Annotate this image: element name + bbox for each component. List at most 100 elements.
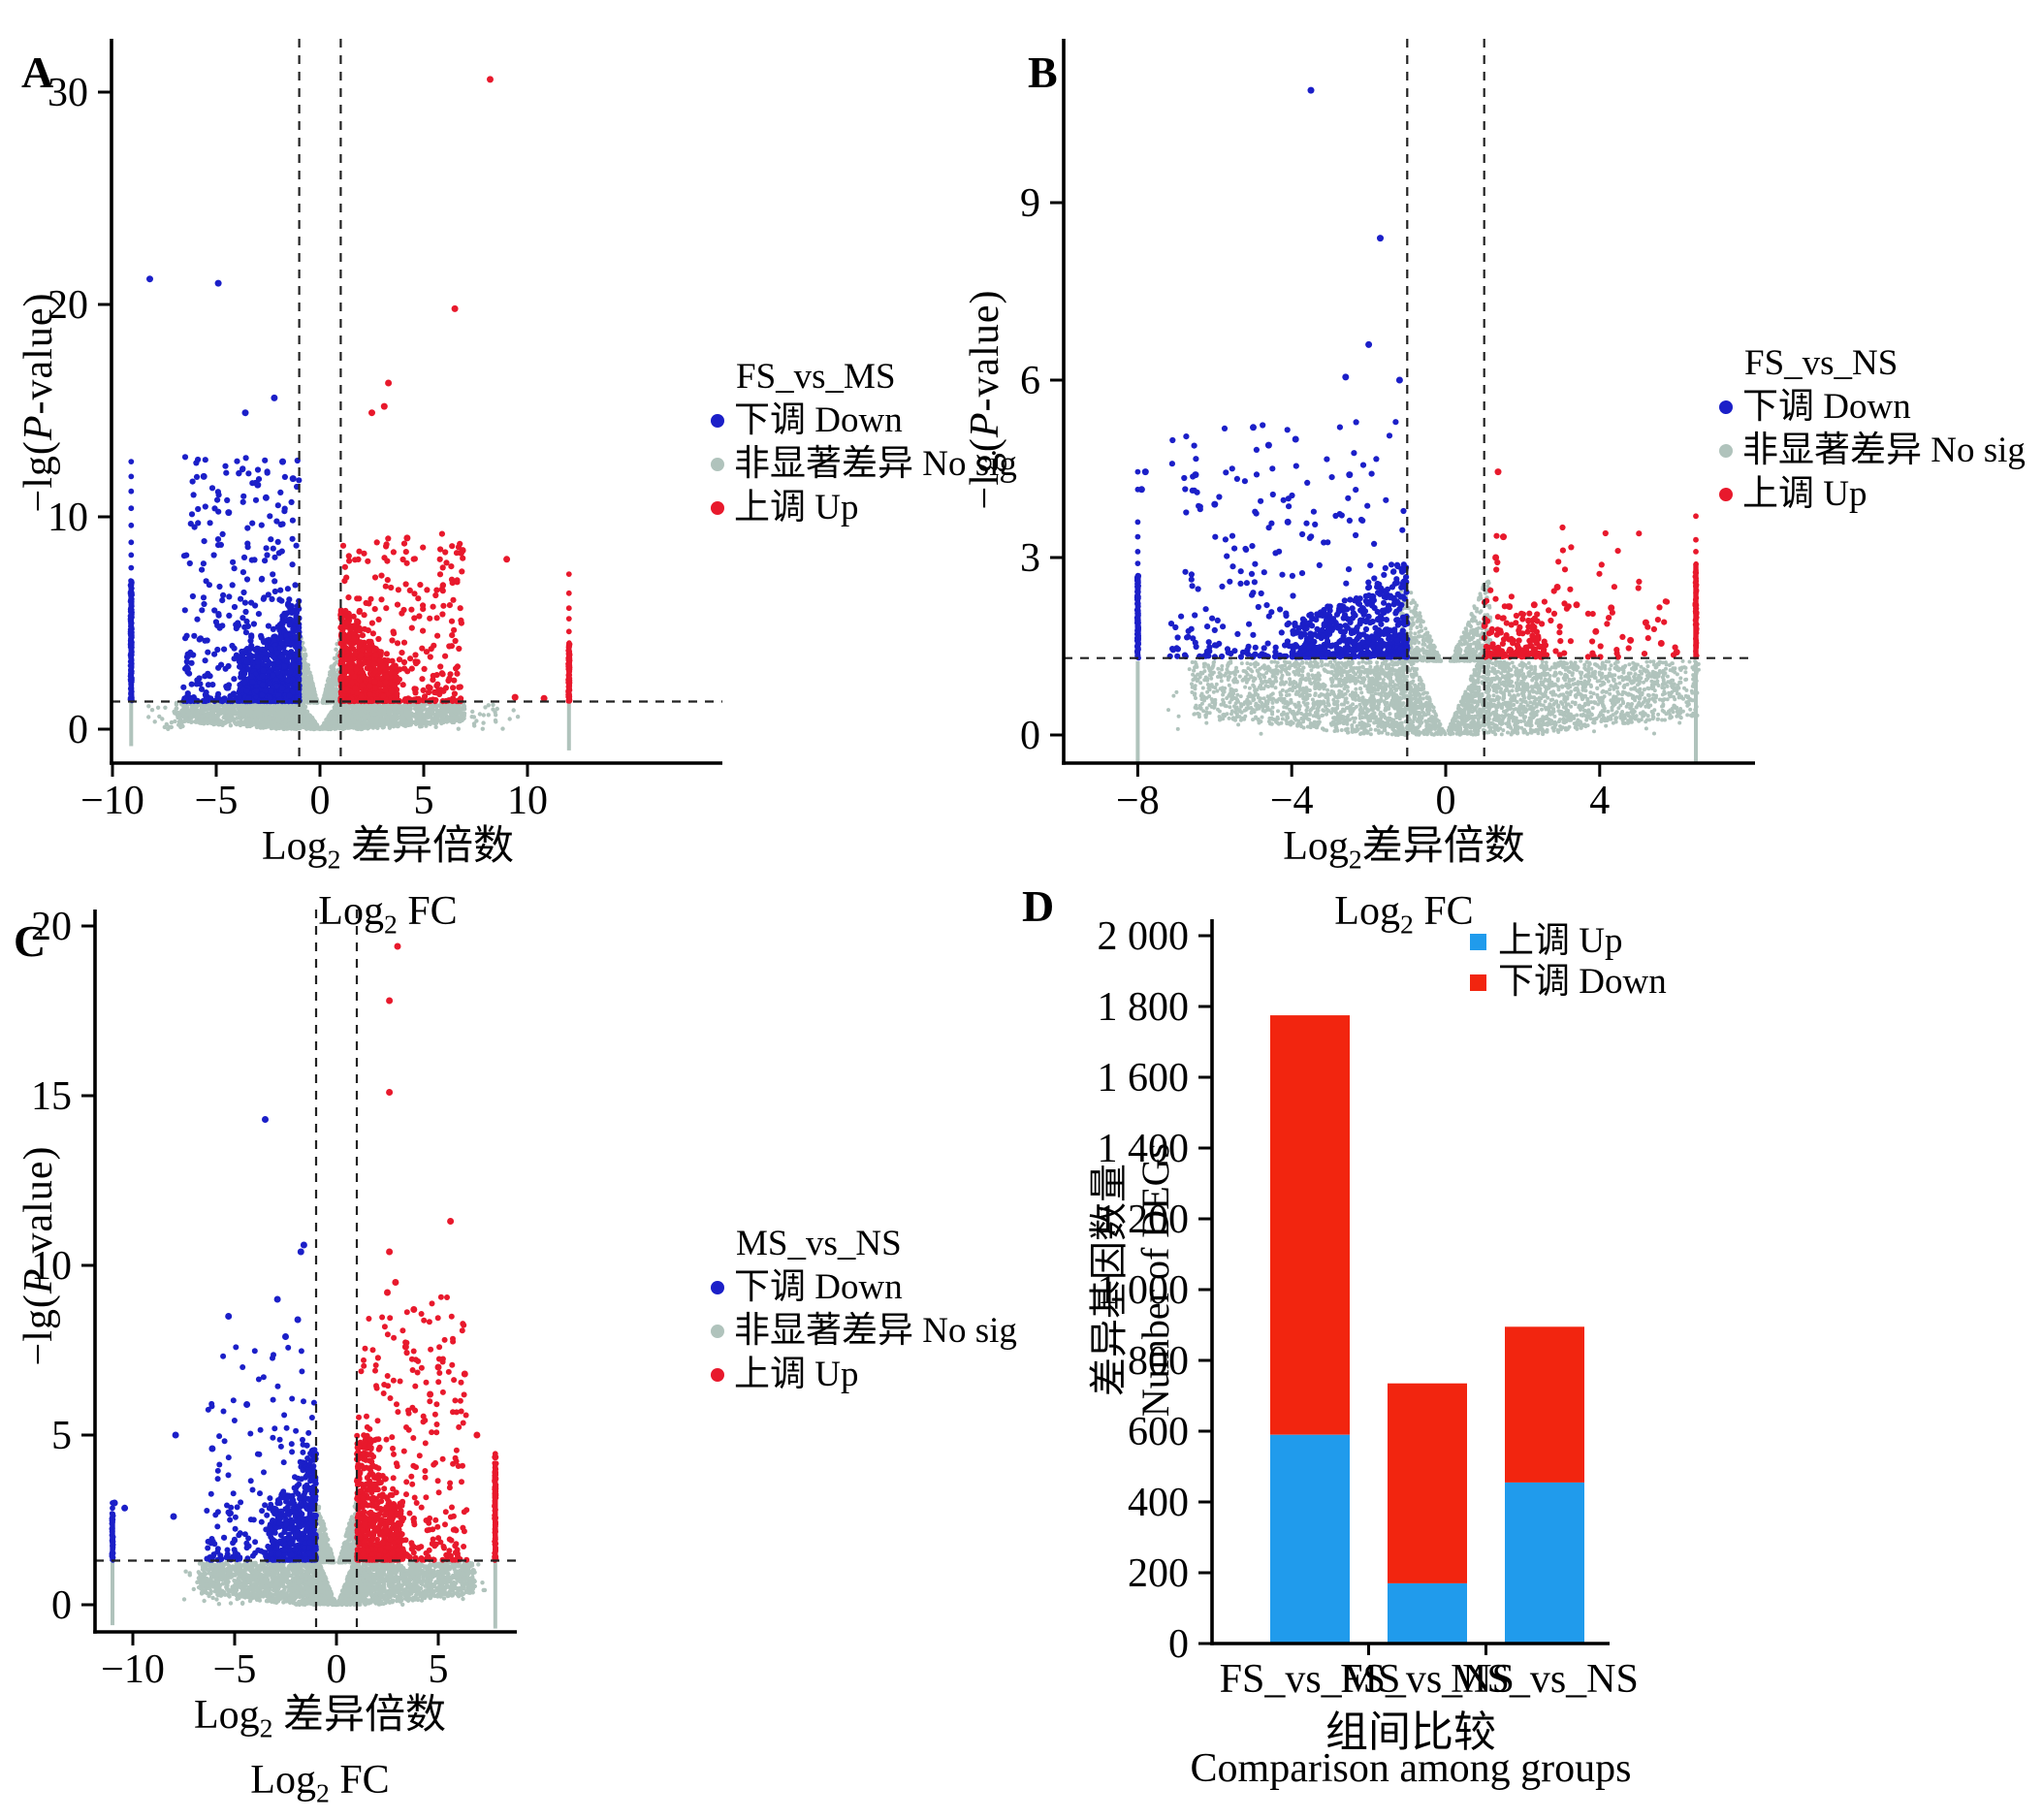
down-dot-icon xyxy=(711,413,724,428)
panel-d-letter: D xyxy=(1022,881,1055,931)
ylabel-italic-p: P xyxy=(16,1267,61,1294)
panel-d-legend-item-down: 下调 Down xyxy=(1470,962,1667,1003)
bar-down-MS_vs_NS xyxy=(1505,1326,1584,1483)
legend-label: 上调 Up xyxy=(734,1355,859,1394)
down-dot-icon xyxy=(1719,399,1733,414)
panel-c-ylabel: −lg(P-value) xyxy=(16,1146,62,1366)
panel-a-legend-item-nosig: 非显著差异 No sig xyxy=(711,442,1017,486)
panel-b-legend-item-down: 下调 Down xyxy=(1719,385,2026,429)
panel-c-xlabel-en: Log2 FC xyxy=(250,1758,390,1808)
panel-a-axes xyxy=(110,39,722,765)
panel-c-xlabel: Log2 差异倍数 Log2 FC xyxy=(194,1689,446,1820)
up-square-icon xyxy=(1470,933,1486,950)
panel-b-nosig-points xyxy=(1135,576,1701,762)
panel-c-threshold-lines xyxy=(95,910,517,1632)
panel-d-legend: 上调 Up 下调 Down xyxy=(1470,921,1667,1003)
panel-a-legend-title: FS_vs_MS xyxy=(736,357,896,397)
panel-c-letter: C xyxy=(14,916,47,966)
legend-label: 非显著差异 No sig xyxy=(734,444,1017,484)
panel-a-legend-item-up: 上调 Up xyxy=(711,486,1017,529)
panel-a-down-points xyxy=(127,275,303,705)
ylabel-post: -value) xyxy=(16,292,61,415)
panel-d-bars xyxy=(1270,1015,1584,1644)
nosig-dot-icon xyxy=(711,1324,724,1338)
panel-d-ylabel-en: Number of DEGs xyxy=(1133,1142,1177,1418)
panel-b-tick-marks xyxy=(1050,201,1602,777)
panel-c-legend-title: MS_vs_NS xyxy=(736,1224,902,1263)
panel-a-up-points xyxy=(337,76,573,705)
panel-b-xlabel-en: Log2 FC xyxy=(1334,889,1474,940)
panel-b-legend-title: FS_vs_NS xyxy=(1744,343,1899,383)
legend-label: 上调 Up xyxy=(1498,921,1623,961)
legend-label: 上调 Up xyxy=(1742,474,1867,514)
panel-a-xlabel-zh: Log2 差异倍数 xyxy=(261,824,515,875)
legend-label: 上调 Up xyxy=(734,488,859,527)
legend-label: 下调 Down xyxy=(734,1267,903,1307)
ylabel-pre: −lg( xyxy=(16,1293,61,1366)
panel-b-legend-item-nosig: 非显著差异 No sig xyxy=(1719,429,2026,472)
panel-d-tick-marks xyxy=(1198,934,1487,1655)
panel-d-ylabel: 差异基因数量 Number of DEGs xyxy=(1086,1143,1179,1417)
panel-b-up-points xyxy=(1481,468,1700,660)
panel-c-legend-item-up: 上调 Up xyxy=(711,1353,1017,1396)
panel-b-axes xyxy=(1062,39,1755,765)
panel-c-down-points xyxy=(109,1116,319,1563)
panel-b-letter: B xyxy=(1028,48,1058,97)
bar-up-MS_vs_NS xyxy=(1505,1482,1584,1644)
panel-a-threshold-lines xyxy=(112,39,722,763)
panel-b-down-points xyxy=(1133,86,1411,661)
panel-d-axes xyxy=(1210,919,1610,1645)
panel-c-legend-item-down: 下调 Down xyxy=(711,1265,1017,1309)
nosig-dot-icon xyxy=(1719,443,1733,458)
panel-a-legend-item-down: 下调 Down xyxy=(711,399,1017,442)
bar-down-FS_vs_MS xyxy=(1270,1015,1350,1435)
panel-d-legend-item-up: 上调 Up xyxy=(1470,921,1667,962)
panel-c-tick-marks xyxy=(81,924,440,1645)
panel-b-legend-item-up: 上调 Up xyxy=(1719,472,2026,516)
bar-up-FS_vs_MS xyxy=(1270,1434,1350,1644)
panel-b-xlabel: Log2差异倍数 Log2 FC xyxy=(1283,820,1525,951)
panel-a-tick-marks xyxy=(98,90,529,777)
nosig-dot-icon xyxy=(711,457,724,471)
down-dot-icon xyxy=(711,1280,724,1294)
panel-c-axes xyxy=(93,910,517,1634)
panel-d-ylabel-zh: 差异基因数量 xyxy=(1087,1164,1131,1397)
panel-c-up-points xyxy=(354,942,499,1563)
legend-label: 非显著差异 No sig xyxy=(734,1311,1017,1351)
panel-a-nosig-points xyxy=(129,618,571,750)
up-dot-icon xyxy=(711,500,724,515)
panel-a-xlabel: Log2 差异倍数 Log2 FC xyxy=(262,820,514,951)
panel-c-legend-item-nosig: 非显著差异 No sig xyxy=(711,1309,1017,1353)
legend-label: 下调 Down xyxy=(1742,387,1911,427)
legend-label: 下调 Down xyxy=(1498,962,1667,1002)
panel-a-ylabel: −lg(P-value) xyxy=(16,293,62,513)
ylabel-post: -value) xyxy=(16,1145,61,1268)
legend-label: 非显著差异 No sig xyxy=(1742,431,2026,470)
panel-b-legend: FS_vs_NS 下调 Down 非显著差异 No sig 上调 Up xyxy=(1719,341,2026,516)
panel-c-xlabel-zh: Log2 差异倍数 xyxy=(193,1693,447,1743)
down-square-icon xyxy=(1470,974,1486,991)
ylabel-pre: −lg( xyxy=(16,440,61,513)
panel-d-xlabel-en: Comparison among groups xyxy=(1190,1746,1632,1791)
up-dot-icon xyxy=(1719,487,1733,501)
panel-b-xlabel-zh: Log2差异倍数 xyxy=(1283,824,1525,875)
panel-b-threshold-lines xyxy=(1064,39,1755,763)
ylabel-italic-p: P xyxy=(16,414,61,441)
panel-d-xlabel-zh: 组间比较 xyxy=(1325,1708,1496,1756)
panel-c-legend: MS_vs_NS 下调 Down 非显著差异 No sig 上调 Up xyxy=(711,1222,1017,1396)
panel-a-legend: FS_vs_MS 下调 Down 非显著差异 No sig 上调 Up xyxy=(711,355,1017,529)
legend-label: 下调 Down xyxy=(734,400,903,440)
panel-c-nosig-points xyxy=(111,1492,497,1629)
up-dot-icon xyxy=(711,1367,724,1382)
bar-up-FS_vs_NS xyxy=(1388,1583,1467,1644)
panel-a-xlabel-en: Log2 FC xyxy=(318,889,458,940)
bar-down-FS_vs_NS xyxy=(1388,1383,1467,1583)
